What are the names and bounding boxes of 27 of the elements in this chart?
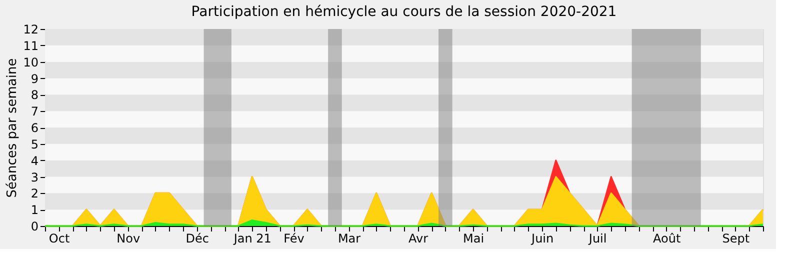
x-tick-label: Jan 21: [232, 232, 272, 246]
y-tick-label: 3: [30, 170, 38, 184]
y-tick-label: 11: [23, 38, 38, 53]
y-tick-label: 2: [30, 186, 38, 201]
y-tick-label: 12: [23, 22, 38, 36]
y-axis-title: Séances par semaine: [5, 58, 20, 198]
x-tick-label: Juil: [588, 232, 607, 246]
x-tick-label: Déc: [186, 232, 209, 246]
y-tick-label: 6: [30, 121, 38, 135]
y-tick-label: 8: [30, 88, 38, 102]
y-tick-label: 9: [30, 72, 38, 86]
x-tick-label: Fév: [284, 232, 304, 246]
x-tick-label: Nov: [116, 232, 140, 246]
x-tick-label: Juin: [530, 232, 554, 246]
x-tick-label: Mar: [338, 232, 361, 246]
x-tick-label: Sept: [722, 232, 750, 246]
y-tick-label: 7: [30, 104, 38, 119]
y-tick-label: 10: [23, 55, 38, 70]
y-tick-label: 5: [30, 137, 38, 152]
x-tick-label: Août: [653, 232, 681, 246]
y-tick-label: 1: [30, 203, 38, 218]
chart-title: Participation en hémicycle au cours de la session 2020-2021: [191, 4, 617, 20]
x-tick-label: Mai: [463, 232, 484, 246]
y-tick-label: 4: [30, 154, 38, 168]
x-tick-label: Oct: [48, 232, 70, 246]
x-tick-label: Avr: [408, 232, 428, 246]
y-tick-label: 0: [30, 220, 38, 234]
